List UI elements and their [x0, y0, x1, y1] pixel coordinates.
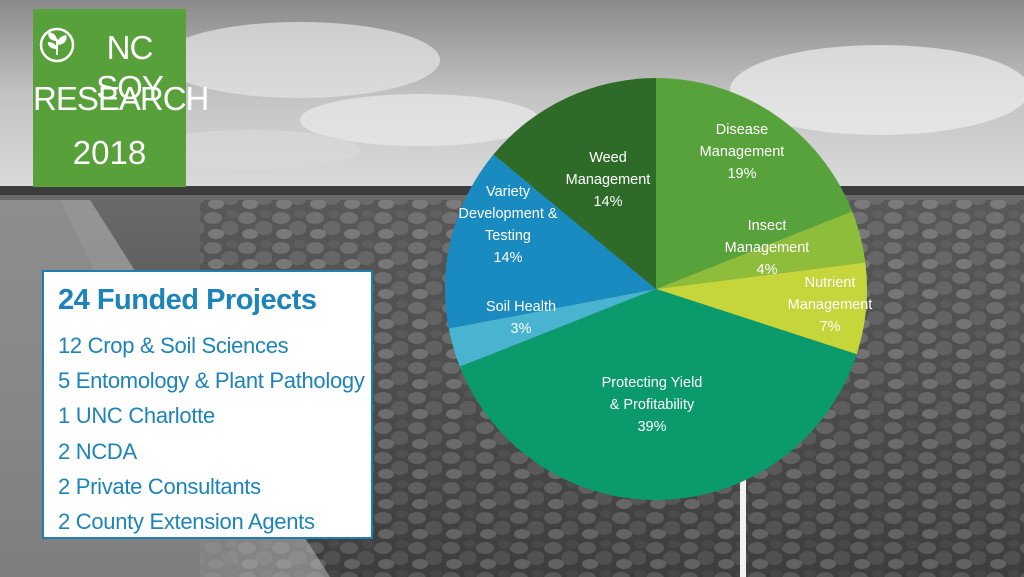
pie-slice [445, 154, 656, 329]
project-item: 5 Entomology & Plant Pathology [58, 368, 365, 394]
funded-projects-box: 24 Funded Projects 12 Crop & Soil Scienc… [42, 270, 373, 539]
slice-category-label: Management [566, 172, 651, 188]
funded-projects-title: 24 Funded Projects [58, 284, 317, 316]
slice-value-label: 4% [757, 262, 778, 278]
slice-value-label: 7% [820, 319, 841, 335]
pie-slice [493, 78, 656, 289]
slice-category-label: Development & [458, 206, 557, 222]
slice-category-label: Testing [485, 228, 531, 244]
slice-value-label: 14% [593, 194, 622, 210]
pie-slice [656, 78, 853, 289]
slice-value-label: 3% [511, 321, 532, 337]
slice-category-label: Variety [486, 184, 531, 200]
soybean-leaf-icon [39, 27, 75, 63]
project-item: 2 County Extension Agents [58, 509, 315, 535]
slice-category-label: Management [788, 297, 873, 313]
logo-box: NC SOY RESEARCH 2018 [33, 9, 209, 187]
project-item: 2 Private Consultants [58, 473, 261, 499]
slice-category-label: Management [700, 144, 785, 160]
project-item: 1 UNC Charlotte [58, 403, 215, 429]
pie-slice [459, 289, 857, 500]
logo-year: 2018 [72, 134, 147, 171]
slice-category-label: & Profitability [610, 397, 695, 413]
logo-line-1: NC SOY [33, 23, 186, 106]
pie-slice [448, 289, 656, 367]
slice-category-label: Insect [748, 218, 787, 234]
funded-projects-list: 12 Crop & Soil Sciences 5 Entomology & P… [58, 328, 365, 539]
slice-category-label: Disease [716, 122, 768, 138]
project-item: 2 NCDA [58, 438, 137, 464]
project-item: 12 Crop & Soil Sciences [58, 333, 289, 358]
logo-title-line-1: NC SOY [96, 29, 164, 106]
slice-category-label: Weed [589, 150, 627, 166]
slice-category-label: Protecting Yield [602, 375, 703, 391]
slice-category-label: Nutrient [805, 275, 856, 291]
slice-value-label: 14% [493, 250, 522, 266]
pie-slice [656, 211, 866, 289]
slice-category-label: Management [725, 240, 810, 256]
logo-title-line-2: RESEARCH [33, 80, 209, 117]
slice-value-label: 19% [727, 166, 756, 182]
slice-value-label: 39% [637, 419, 666, 435]
slice-category-label: Soil Health [486, 299, 556, 315]
pie-slice [656, 262, 868, 355]
